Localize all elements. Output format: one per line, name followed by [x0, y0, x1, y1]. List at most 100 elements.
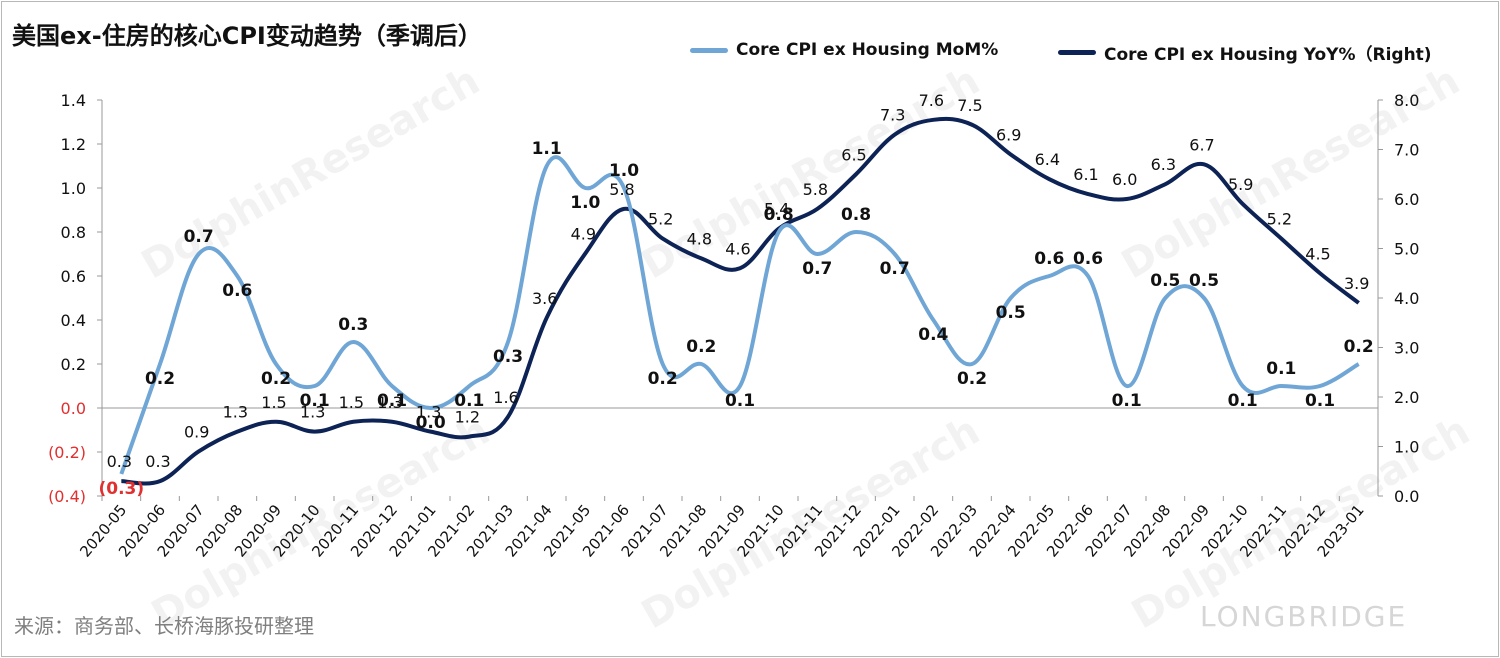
- data-point-yoy: [506, 415, 510, 419]
- data-label-mom: 1.1: [532, 139, 562, 159]
- data-label-mom: 0.5: [996, 303, 1026, 323]
- data-label-yoy: 4.9: [571, 224, 596, 243]
- right-axis-tick-label: 6.0: [1394, 190, 1419, 209]
- left-axis-tick-label: 0.4: [61, 311, 86, 330]
- legend-item-mom: Core CPI ex Housing MoM%: [690, 40, 998, 60]
- data-label-mom: 0.3: [493, 347, 523, 367]
- left-axis-tick-label: 0.6: [61, 267, 86, 286]
- data-point-mom: [854, 230, 858, 234]
- right-axis-tick-label: 1.0: [1394, 438, 1419, 457]
- data-point-mom: [1047, 274, 1051, 278]
- left-axis-tick-label: 1.2: [61, 135, 86, 154]
- data-label-yoy: 6.1: [1073, 165, 1098, 184]
- data-point-mom: [313, 384, 317, 388]
- chart-title: 美国ex-住房的核心CPI变动趋势（季调后）: [12, 22, 482, 50]
- data-label-mom: 0.1: [300, 391, 330, 411]
- legend-label-mom: Core CPI ex Housing MoM%: [736, 40, 999, 60]
- data-point-mom: [970, 362, 974, 366]
- data-label-mom: 0.2: [261, 369, 291, 389]
- data-label-mom: 0.2: [1344, 337, 1374, 357]
- data-label-yoy: 1.3: [300, 403, 325, 422]
- data-label-mom: 0.1: [1112, 391, 1142, 411]
- data-label-mom: 0.7: [802, 259, 832, 279]
- data-point-yoy: [1241, 202, 1245, 206]
- left-axis-tick-label: 0.8: [61, 223, 86, 242]
- data-label-mom: 1.0: [570, 193, 600, 213]
- right-axis-tick-label: 2.0: [1394, 388, 1419, 407]
- data-point-yoy: [931, 118, 935, 122]
- data-point-mom: [1318, 384, 1322, 388]
- legend-swatch-yoy: [1058, 50, 1096, 55]
- data-point-yoy: [622, 207, 626, 211]
- data-point-mom: [467, 384, 471, 388]
- data-label-mom: 0.1: [1266, 359, 1296, 379]
- data-point-yoy: [970, 123, 974, 127]
- right-axis-tick-label: 4.0: [1394, 289, 1419, 308]
- legend-label-yoy: Core CPI ex Housing YoY%（Right): [1104, 45, 1432, 65]
- data-point-mom: [351, 340, 355, 344]
- data-label-yoy: 5.8: [803, 180, 828, 199]
- data-label-yoy: 5.8: [609, 180, 634, 199]
- data-point-yoy: [467, 435, 471, 439]
- right-axis-tick-label: 5.0: [1394, 240, 1419, 259]
- data-point-mom: [1086, 274, 1090, 278]
- data-point-mom: [699, 362, 703, 366]
- data-label-yoy: 6.3: [1151, 155, 1176, 174]
- data-label-mom: 0.2: [686, 337, 716, 357]
- data-point-mom: [1163, 296, 1167, 300]
- data-label-mom: 0.1: [1228, 391, 1258, 411]
- data-point-yoy: [1357, 301, 1361, 305]
- data-point-mom: [931, 318, 935, 322]
- data-point-yoy: [390, 420, 394, 424]
- data-point-yoy: [1125, 197, 1129, 201]
- data-label-mom: 0.5: [1150, 271, 1180, 291]
- data-label-yoy: 5.9: [1228, 175, 1253, 194]
- left-axis-tick-label: (0.2): [48, 443, 86, 462]
- data-label-yoy: 0.3: [145, 452, 170, 471]
- data-point-mom: [274, 362, 278, 366]
- data-label-yoy: 4.8: [687, 229, 712, 248]
- data-label-yoy: 5.2: [648, 210, 673, 229]
- data-point-yoy: [777, 227, 781, 231]
- data-point-yoy: [738, 266, 742, 270]
- data-point-mom: [1279, 384, 1283, 388]
- data-point-yoy: [197, 449, 201, 453]
- data-label-mom: 1.0: [609, 161, 639, 181]
- data-label-yoy: 0.3: [107, 452, 132, 471]
- data-point-yoy: [1279, 237, 1283, 241]
- data-label-yoy: 4.5: [1305, 244, 1330, 263]
- data-label-mom: 0.1: [725, 391, 755, 411]
- right-axis-tick-label: 3.0: [1394, 339, 1419, 358]
- data-point-mom: [893, 252, 897, 256]
- data-point-yoy: [854, 172, 858, 176]
- data-point-yoy: [1318, 271, 1322, 275]
- right-axis-tick-label: 7.0: [1394, 141, 1419, 160]
- data-label-mom: 0.2: [648, 369, 678, 389]
- data-label-yoy: 0.9: [184, 422, 209, 441]
- data-label-yoy: 1.3: [377, 393, 402, 412]
- data-point-yoy: [351, 420, 355, 424]
- data-point-yoy: [1086, 192, 1090, 196]
- data-label-yoy: 1.6: [493, 388, 518, 407]
- data-label-mom: 0.8: [841, 205, 871, 225]
- data-label-mom: 0.6: [222, 281, 252, 301]
- data-label-mom: 0.7: [880, 259, 910, 279]
- data-point-mom: [661, 362, 665, 366]
- data-point-yoy: [1009, 152, 1013, 156]
- right-axis-tick-label: 0.0: [1394, 487, 1419, 506]
- data-point-mom: [1125, 384, 1129, 388]
- data-label-yoy: 1.2: [455, 408, 480, 427]
- data-point-mom: [197, 252, 201, 256]
- source-note: 来源：商务部、长桥海豚投研整理: [14, 614, 314, 638]
- brand-logo: LONGBRIDGE: [1200, 600, 1408, 633]
- data-point-yoy: [545, 316, 549, 320]
- data-point-yoy: [815, 207, 819, 211]
- data-label-yoy: 3.6: [532, 289, 557, 308]
- data-label-yoy: 6.9: [996, 125, 1021, 144]
- data-label-mom: 0.4: [918, 325, 948, 345]
- data-point-mom: [583, 186, 587, 190]
- data-point-mom: [738, 384, 742, 388]
- data-label-yoy: 3.9: [1344, 274, 1369, 293]
- data-point-yoy: [893, 133, 897, 137]
